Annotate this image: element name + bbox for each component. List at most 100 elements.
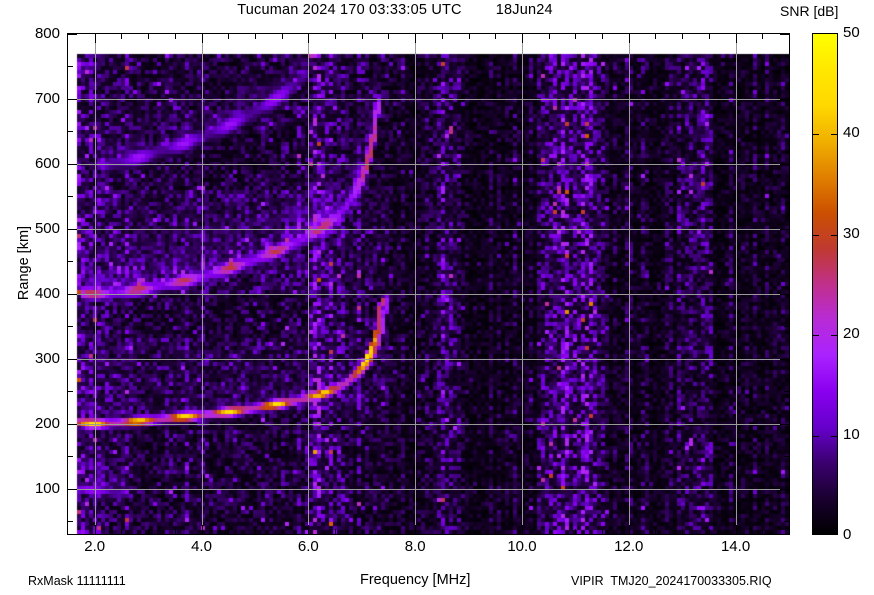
y-axis-tick — [784, 521, 789, 522]
y-axis-tick — [780, 229, 789, 230]
y-axis-tick — [68, 261, 73, 262]
y-axis-tick — [68, 489, 77, 490]
x-axis-tick — [148, 529, 149, 534]
y-axis-tick — [68, 164, 77, 165]
x-axis-tick — [709, 529, 710, 534]
x-axis-tick — [175, 34, 176, 39]
x-axis-tick — [655, 34, 656, 39]
y-axis-tick — [68, 326, 73, 327]
y-axis-tick — [780, 489, 789, 490]
y-axis-label: Range [km] — [16, 225, 32, 301]
colorbar-gradient — [813, 34, 837, 534]
x-axis-tick — [388, 34, 389, 39]
colorbar-tick — [831, 134, 837, 135]
y-axis-tick — [784, 261, 789, 262]
x-axis-tick — [415, 525, 416, 534]
colorbar[interactable] — [812, 33, 838, 535]
y-axis-tick — [68, 34, 77, 35]
colorbar-tick-label: 0 — [843, 526, 852, 543]
x-axis-tick — [148, 34, 149, 39]
y-axis-tick — [784, 391, 789, 392]
y-tick-label: 800 — [34, 25, 60, 42]
x-axis-tick — [789, 34, 790, 39]
colorbar-tick — [831, 235, 837, 236]
x-axis-tick — [762, 529, 763, 534]
x-axis-tick — [202, 525, 203, 534]
y-axis-tick — [784, 131, 789, 132]
x-axis-tick — [175, 529, 176, 534]
y-axis-tick — [784, 66, 789, 67]
x-axis-tick — [308, 525, 309, 534]
y-tick-label: 600 — [34, 154, 60, 172]
y-axis-tick — [68, 99, 77, 100]
y-tick-label: 200 — [34, 414, 60, 432]
y-axis-tick — [68, 424, 77, 425]
x-tick-label: 2.0 — [84, 538, 106, 555]
y-tick-label: 500 — [34, 219, 60, 237]
x-axis-tick — [709, 34, 710, 39]
x-axis-tick — [736, 525, 737, 534]
x-axis-tick — [121, 529, 122, 534]
x-axis-tick — [522, 34, 523, 43]
x-axis-tick — [202, 34, 203, 43]
x-axis-tick — [228, 34, 229, 39]
y-axis-tick — [68, 131, 73, 132]
x-axis-tick — [522, 525, 523, 534]
x-axis-tick — [282, 34, 283, 39]
y-axis-tick — [68, 229, 77, 230]
y-axis-tick — [784, 196, 789, 197]
x-axis-tick — [789, 529, 790, 534]
y-axis-tick — [780, 359, 789, 360]
x-tick-label: 8.0 — [404, 538, 426, 555]
x-axis-tick — [388, 529, 389, 534]
x-axis-tick — [575, 34, 576, 39]
x-axis-tick — [736, 34, 737, 43]
x-axis-tick — [629, 525, 630, 534]
x-tick-label: 10.0 — [507, 538, 537, 555]
x-axis-tick — [549, 34, 550, 39]
colorbar-tick — [813, 335, 819, 336]
x-axis-tick — [121, 34, 122, 39]
x-axis-tick — [362, 34, 363, 39]
colorbar-tick-label: 50 — [843, 24, 860, 41]
y-tick-label: 300 — [34, 349, 60, 367]
y-axis-tick — [68, 456, 73, 457]
y-axis-tick — [68, 66, 73, 67]
x-axis-tick — [602, 529, 603, 534]
y-axis-tick — [780, 424, 789, 425]
x-axis-tick — [629, 34, 630, 43]
y-axis-tick — [780, 164, 789, 165]
x-axis-tick — [95, 34, 96, 43]
x-axis-tick — [602, 34, 603, 39]
colorbar-tick-label: 10 — [843, 426, 860, 443]
ionogram-plot-area[interactable] — [67, 33, 790, 535]
x-axis-tick — [682, 34, 683, 39]
x-axis-tick — [442, 34, 443, 39]
x-tick-label: 4.0 — [191, 538, 212, 555]
y-axis-tick — [784, 326, 789, 327]
colorbar-title: SNR [dB] — [780, 3, 839, 19]
ionogram-heatmap — [68, 34, 789, 534]
x-axis-tick — [308, 34, 309, 43]
x-axis-tick — [95, 525, 96, 534]
y-axis-tick — [780, 34, 789, 35]
colorbar-tick — [831, 335, 837, 336]
y-tick-label: 100 — [34, 479, 60, 497]
x-axis-tick — [362, 529, 363, 534]
y-axis-tick — [780, 99, 789, 100]
x-tick-label: 6.0 — [297, 538, 319, 555]
chart-title: Tucuman 2024 170 03:33:05 UTC 18Jun24 — [0, 2, 790, 18]
y-axis-tick — [780, 294, 789, 295]
colorbar-tick-label: 20 — [843, 325, 860, 342]
y-axis-tick — [68, 196, 73, 197]
x-axis-tick — [655, 529, 656, 534]
x-axis-tick — [682, 529, 683, 534]
y-tick-label: 700 — [34, 89, 60, 107]
colorbar-tick — [813, 134, 819, 135]
y-axis-tick — [784, 456, 789, 457]
colorbar-tick-label: 40 — [843, 124, 860, 141]
x-axis-tick — [255, 34, 256, 39]
title-station-datetime: Tucuman 2024 170 03:33:05 UTC — [237, 2, 462, 18]
x-axis-tick — [495, 529, 496, 534]
title-date-short: 18Jun24 — [495, 2, 553, 18]
